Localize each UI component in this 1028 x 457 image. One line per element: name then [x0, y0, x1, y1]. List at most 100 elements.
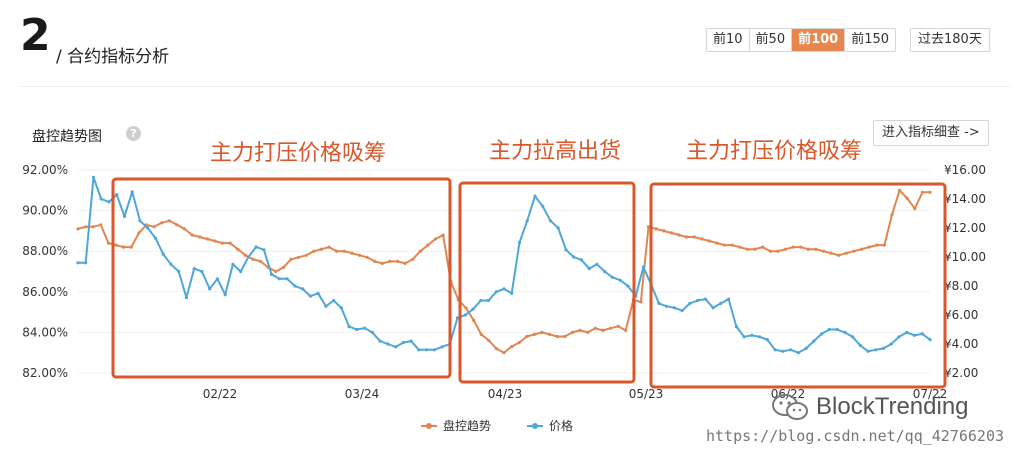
data-point	[593, 326, 597, 330]
data-point	[502, 287, 506, 291]
range-top150-button[interactable]: 前150	[845, 29, 896, 51]
data-point	[533, 194, 537, 198]
data-point	[107, 200, 111, 204]
data-point	[510, 291, 514, 295]
data-point	[837, 253, 841, 257]
data-point	[486, 298, 491, 303]
data-point	[262, 248, 266, 252]
data-point	[184, 296, 188, 300]
y-right-tick-label: ¥4.00	[944, 337, 978, 351]
data-point	[765, 338, 769, 342]
price-line	[78, 176, 931, 354]
data-point	[517, 341, 521, 345]
data-point	[548, 219, 553, 223]
y-left-tick-label: 84.00%	[22, 325, 68, 339]
data-point	[768, 249, 772, 253]
data-point	[342, 249, 346, 253]
data-point	[190, 233, 194, 237]
data-point	[198, 235, 202, 239]
data-point	[293, 284, 297, 288]
data-point	[138, 219, 142, 223]
data-point	[654, 227, 658, 231]
data-point	[905, 196, 909, 200]
data-point	[200, 269, 204, 274]
data-point	[564, 248, 568, 252]
data-point	[228, 241, 232, 245]
data-point	[231, 262, 235, 266]
data-point	[727, 297, 731, 301]
data-point	[479, 298, 483, 303]
data-point	[920, 190, 925, 194]
data-point	[373, 259, 377, 263]
data-point	[646, 225, 651, 229]
x-tick-label: 05/23	[629, 387, 664, 401]
data-point	[783, 247, 788, 251]
data-point	[608, 326, 613, 330]
data-point	[395, 259, 400, 263]
data-point	[789, 348, 793, 352]
data-point	[440, 345, 444, 349]
watermark-url: https://blog.csdn.net/qq_42766203	[706, 427, 1005, 445]
data-point	[401, 341, 405, 345]
data-point	[99, 223, 103, 227]
data-point	[115, 193, 119, 197]
data-point	[411, 257, 415, 261]
data-point	[657, 301, 661, 305]
detail-button[interactable]: 进入指标细查 ->	[873, 120, 989, 146]
x-tick-label: 04/23	[488, 387, 523, 401]
data-point	[548, 332, 552, 336]
data-point	[441, 233, 445, 237]
data-point	[122, 245, 126, 249]
data-point	[479, 332, 483, 336]
y-right-tick-label: ¥14.00	[944, 192, 986, 206]
past-180-days-button[interactable]: 过去180天	[910, 28, 990, 52]
data-point	[137, 231, 141, 235]
x-tick-label: 06/22	[771, 387, 806, 401]
data-point	[464, 306, 468, 310]
data-point	[122, 214, 127, 218]
section-number: 2	[20, 10, 51, 61]
range-top100-button[interactable]: 前100	[792, 29, 846, 51]
data-point	[167, 219, 171, 223]
data-point	[707, 239, 712, 243]
y-left-tick-label: 92.00%	[22, 163, 68, 177]
data-point	[730, 243, 734, 247]
data-point	[76, 261, 80, 265]
data-point	[881, 346, 886, 350]
data-point	[758, 335, 762, 339]
data-point	[208, 287, 212, 291]
data-point	[409, 339, 413, 343]
range-top10-button[interactable]: 前10	[707, 29, 750, 51]
data-point	[378, 339, 382, 343]
data-point	[192, 267, 196, 271]
legend-label: 价格	[549, 418, 573, 433]
watermark: BlockTrending	[770, 392, 969, 422]
data-point	[370, 330, 374, 334]
data-point	[850, 335, 855, 339]
data-point	[814, 247, 818, 251]
data-point	[213, 239, 217, 243]
annotation-box	[111, 177, 452, 379]
data-point	[753, 247, 757, 251]
data-point	[626, 284, 630, 288]
data-point	[889, 342, 893, 346]
data-point	[114, 243, 118, 247]
data-point	[791, 245, 795, 249]
data-point	[277, 277, 281, 281]
help-icon[interactable]: ?	[126, 126, 141, 141]
data-point	[297, 255, 301, 259]
data-point	[799, 245, 803, 249]
data-point	[84, 261, 88, 265]
data-point	[160, 221, 164, 225]
data-point	[913, 207, 917, 211]
data-point	[220, 241, 225, 245]
data-point	[324, 304, 328, 308]
data-point	[251, 257, 255, 261]
range-top50-button[interactable]: 前50	[749, 29, 793, 51]
data-point	[711, 306, 715, 310]
data-point	[205, 237, 209, 241]
data-point	[339, 306, 343, 310]
data-point	[555, 334, 559, 339]
data-point	[301, 287, 305, 291]
data-point	[875, 243, 879, 247]
